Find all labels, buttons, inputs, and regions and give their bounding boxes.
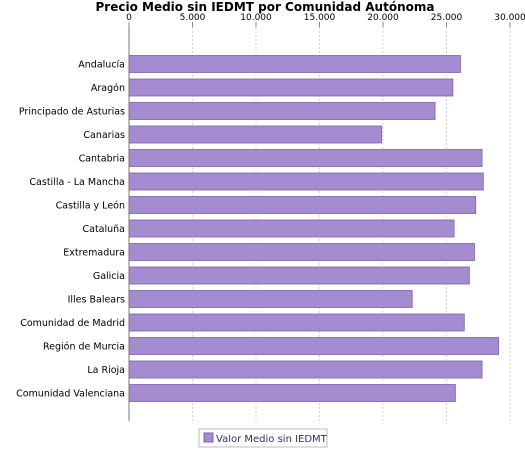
category-label: Castilla y León <box>56 201 125 212</box>
category-label: Principado de Asturias <box>19 107 125 118</box>
category-label: Galicia <box>93 271 125 282</box>
category-label: Andalucía <box>78 60 125 71</box>
category-label: Cantabria <box>79 154 125 165</box>
category-label: Aragón <box>91 83 125 94</box>
category-label: La Rioja <box>87 365 125 376</box>
bar <box>128 55 461 73</box>
category-label: Comunidad Valenciana <box>16 389 125 400</box>
bar <box>128 384 456 402</box>
bar <box>128 266 470 285</box>
x-tick-label: 0 <box>126 13 132 23</box>
bar <box>128 102 436 120</box>
category-label: Región de Murcia <box>43 342 125 353</box>
bar <box>128 78 454 97</box>
bar <box>128 125 383 144</box>
x-tick-label: 30.000 <box>494 13 525 23</box>
bar <box>128 360 483 379</box>
category-label: Cataluña <box>82 224 125 235</box>
category-label: Extremadura <box>63 248 125 259</box>
bar <box>128 196 477 214</box>
legend: Valor Medio sin IEDMT <box>198 428 328 448</box>
legend-label: Valor Medio sin IEDMT <box>216 434 328 445</box>
category-label: Castilla - La Mancha <box>29 177 125 188</box>
category-label: Canarias <box>83 130 125 141</box>
bars <box>128 55 499 402</box>
category-labels: Andalucía Aragón Principado de Asturias Can… <box>16 60 125 400</box>
x-tick-label: 15.000 <box>304 13 336 23</box>
bar <box>128 313 465 332</box>
x-tick-label: 20.000 <box>367 13 399 23</box>
bar <box>128 219 455 238</box>
bar <box>128 172 484 191</box>
chart-title: Precio Medio sin IEDMT por Comunidad Aut… <box>96 0 435 14</box>
bar <box>128 243 475 261</box>
legend-box <box>198 428 328 448</box>
x-tick-label: 5.000 <box>180 13 206 23</box>
category-label: Illes Balears <box>68 295 125 306</box>
category-label: Comunidad de Madrid <box>20 318 125 329</box>
x-tick-label: 25.000 <box>431 13 463 23</box>
x-axis-ticks: 0 5.000 10.000 15.000 20.000 25.000 30.000 <box>126 13 525 27</box>
legend-swatch <box>203 432 214 443</box>
x-tick-label: 10.000 <box>240 13 272 23</box>
bar <box>128 337 499 355</box>
bar <box>128 149 483 167</box>
bar <box>128 290 413 308</box>
